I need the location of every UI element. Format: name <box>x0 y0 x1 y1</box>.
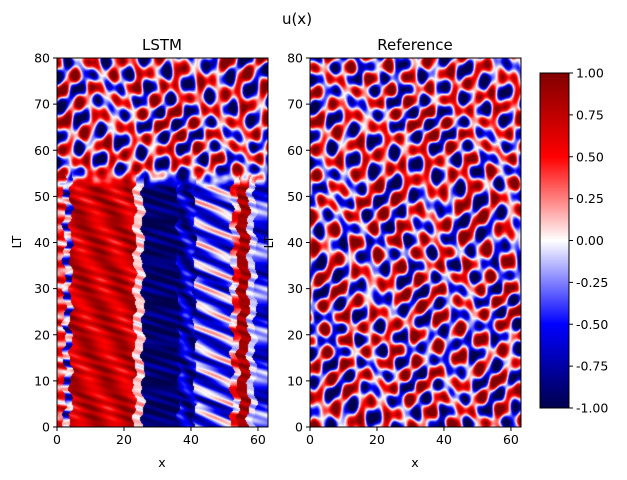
colorbar-tick-label: -0.75 <box>576 359 608 374</box>
lstm-y-tick-label: 40 <box>34 235 50 250</box>
lstm-y-tick-label: 20 <box>34 327 50 342</box>
lstm-x-tick-label: 20 <box>116 432 132 447</box>
reference-x-tick-label: 60 <box>503 432 519 447</box>
lstm-y-tick-label: 60 <box>34 143 50 158</box>
reference-x-tick-label: 40 <box>436 432 452 447</box>
lstm-x-axis-label: x <box>158 455 165 470</box>
lstm-y-tick-label: 50 <box>34 189 50 204</box>
lstm-panel: LSTM 0 20 40 60 0 10 20 30 40 50 60 70 80 x LT <box>9 36 269 470</box>
reference-y-tick-label: 10 <box>287 373 303 388</box>
lstm-heatmap-image <box>57 58 268 427</box>
colorbar-tick-label: -1.00 <box>576 401 608 416</box>
colorbar-tick-label: -0.50 <box>576 317 608 332</box>
lstm-y-tick-label: 30 <box>34 281 50 296</box>
colorbar-tick-label: 0.00 <box>576 233 604 248</box>
colorbar-tick-label: -0.25 <box>576 275 608 290</box>
reference-x-axis-label: x <box>411 455 418 470</box>
reference-panel-title: Reference <box>377 36 453 54</box>
reference-panel: Reference 0 20 40 60 0 10 20 30 40 50 60 70 80 x LT <box>261 36 522 470</box>
reference-y-tick-label: 40 <box>287 235 303 250</box>
figure-title: u(x) <box>282 10 312 28</box>
reference-y-tick-label: 70 <box>287 97 303 112</box>
reference-x-tick-label: 0 <box>306 432 314 447</box>
lstm-y-tick-label: 0 <box>42 420 50 435</box>
reference-y-axis-label: LT <box>261 235 276 248</box>
reference-y-tick-label: 20 <box>287 327 303 342</box>
lstm-x-tick-label: 40 <box>183 432 199 447</box>
colorbar-tick-label: 0.75 <box>576 107 604 122</box>
lstm-x-tick-label: 60 <box>250 432 266 447</box>
reference-y-tick-label: 30 <box>287 281 303 296</box>
reference-y-tick-label: 50 <box>287 189 303 204</box>
colorbar-gradient <box>539 72 570 409</box>
reference-y-tick-label: 0 <box>295 420 303 435</box>
lstm-panel-title: LSTM <box>142 36 182 54</box>
colorbar-tick-label: 0.50 <box>576 149 604 164</box>
lstm-y-tick-label: 10 <box>34 373 50 388</box>
lstm-x-tick-label: 0 <box>53 432 61 447</box>
lstm-y-tick-label: 80 <box>34 51 50 66</box>
lstm-y-tick-label: 70 <box>34 97 50 112</box>
reference-x-tick-label: 20 <box>369 432 385 447</box>
colorbar-tick-label: 0.25 <box>576 191 604 206</box>
reference-y-tick-label: 80 <box>287 51 303 66</box>
colorbar: -1.00 -0.75 -0.50 -0.25 0.00 0.25 0.50 0.75 1.00 <box>539 66 608 416</box>
lstm-y-axis-label: LT <box>9 235 24 248</box>
reference-y-tick-label: 60 <box>287 143 303 158</box>
reference-heatmap-image <box>310 58 521 427</box>
colorbar-tick-label: 1.00 <box>576 66 604 81</box>
